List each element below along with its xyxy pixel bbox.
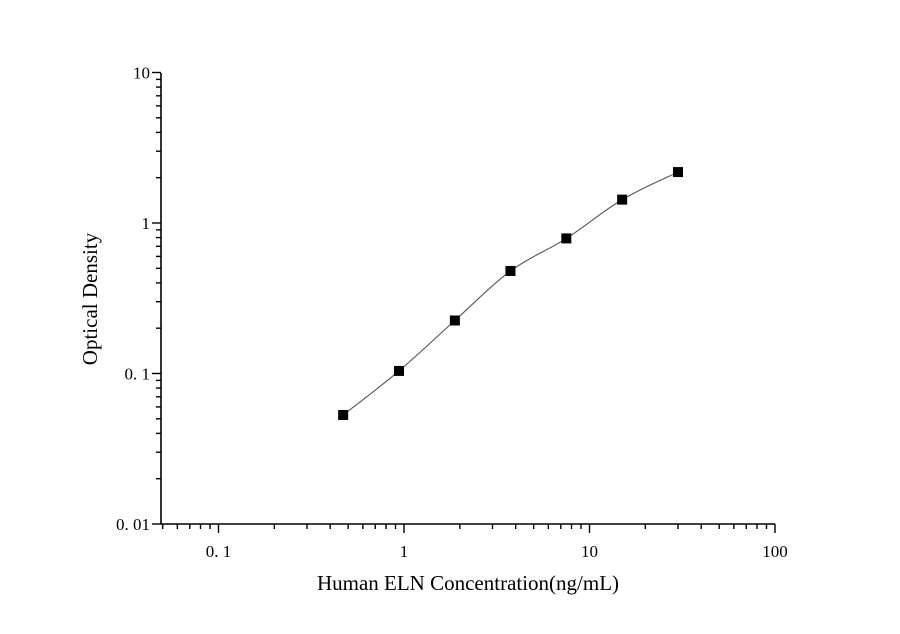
data-point-7 xyxy=(673,167,684,178)
y-axis-title: Optical Density xyxy=(78,232,102,365)
x-tick-label: 1 xyxy=(400,542,409,561)
tick-marks xyxy=(152,71,776,533)
axes xyxy=(160,73,775,525)
tick-labels: 0. 1 1 10 100 0. 01 0. 1 1 10 xyxy=(116,64,788,562)
data-point-1 xyxy=(338,410,349,420)
data-point-4 xyxy=(505,265,516,276)
data-point-5 xyxy=(561,233,572,244)
x-axis-title: Human ELN Concentration(ng/mL) xyxy=(317,571,619,595)
fit-curve xyxy=(342,171,679,416)
fit-curve-layer xyxy=(342,171,679,416)
data-points xyxy=(338,167,684,420)
x-tick-label: 100 xyxy=(762,542,788,561)
data-point-2 xyxy=(394,365,405,376)
y-tick-label: 0. 01 xyxy=(116,515,150,534)
y-tick-label: 10 xyxy=(133,64,150,83)
x-tick-label: 0. 1 xyxy=(206,542,232,561)
y-tick-label: 1 xyxy=(142,214,151,233)
x-tick-label: 10 xyxy=(581,542,598,561)
y-tick-label: 0. 1 xyxy=(125,365,151,384)
data-point-3 xyxy=(449,315,460,326)
data-point-6 xyxy=(617,194,628,205)
